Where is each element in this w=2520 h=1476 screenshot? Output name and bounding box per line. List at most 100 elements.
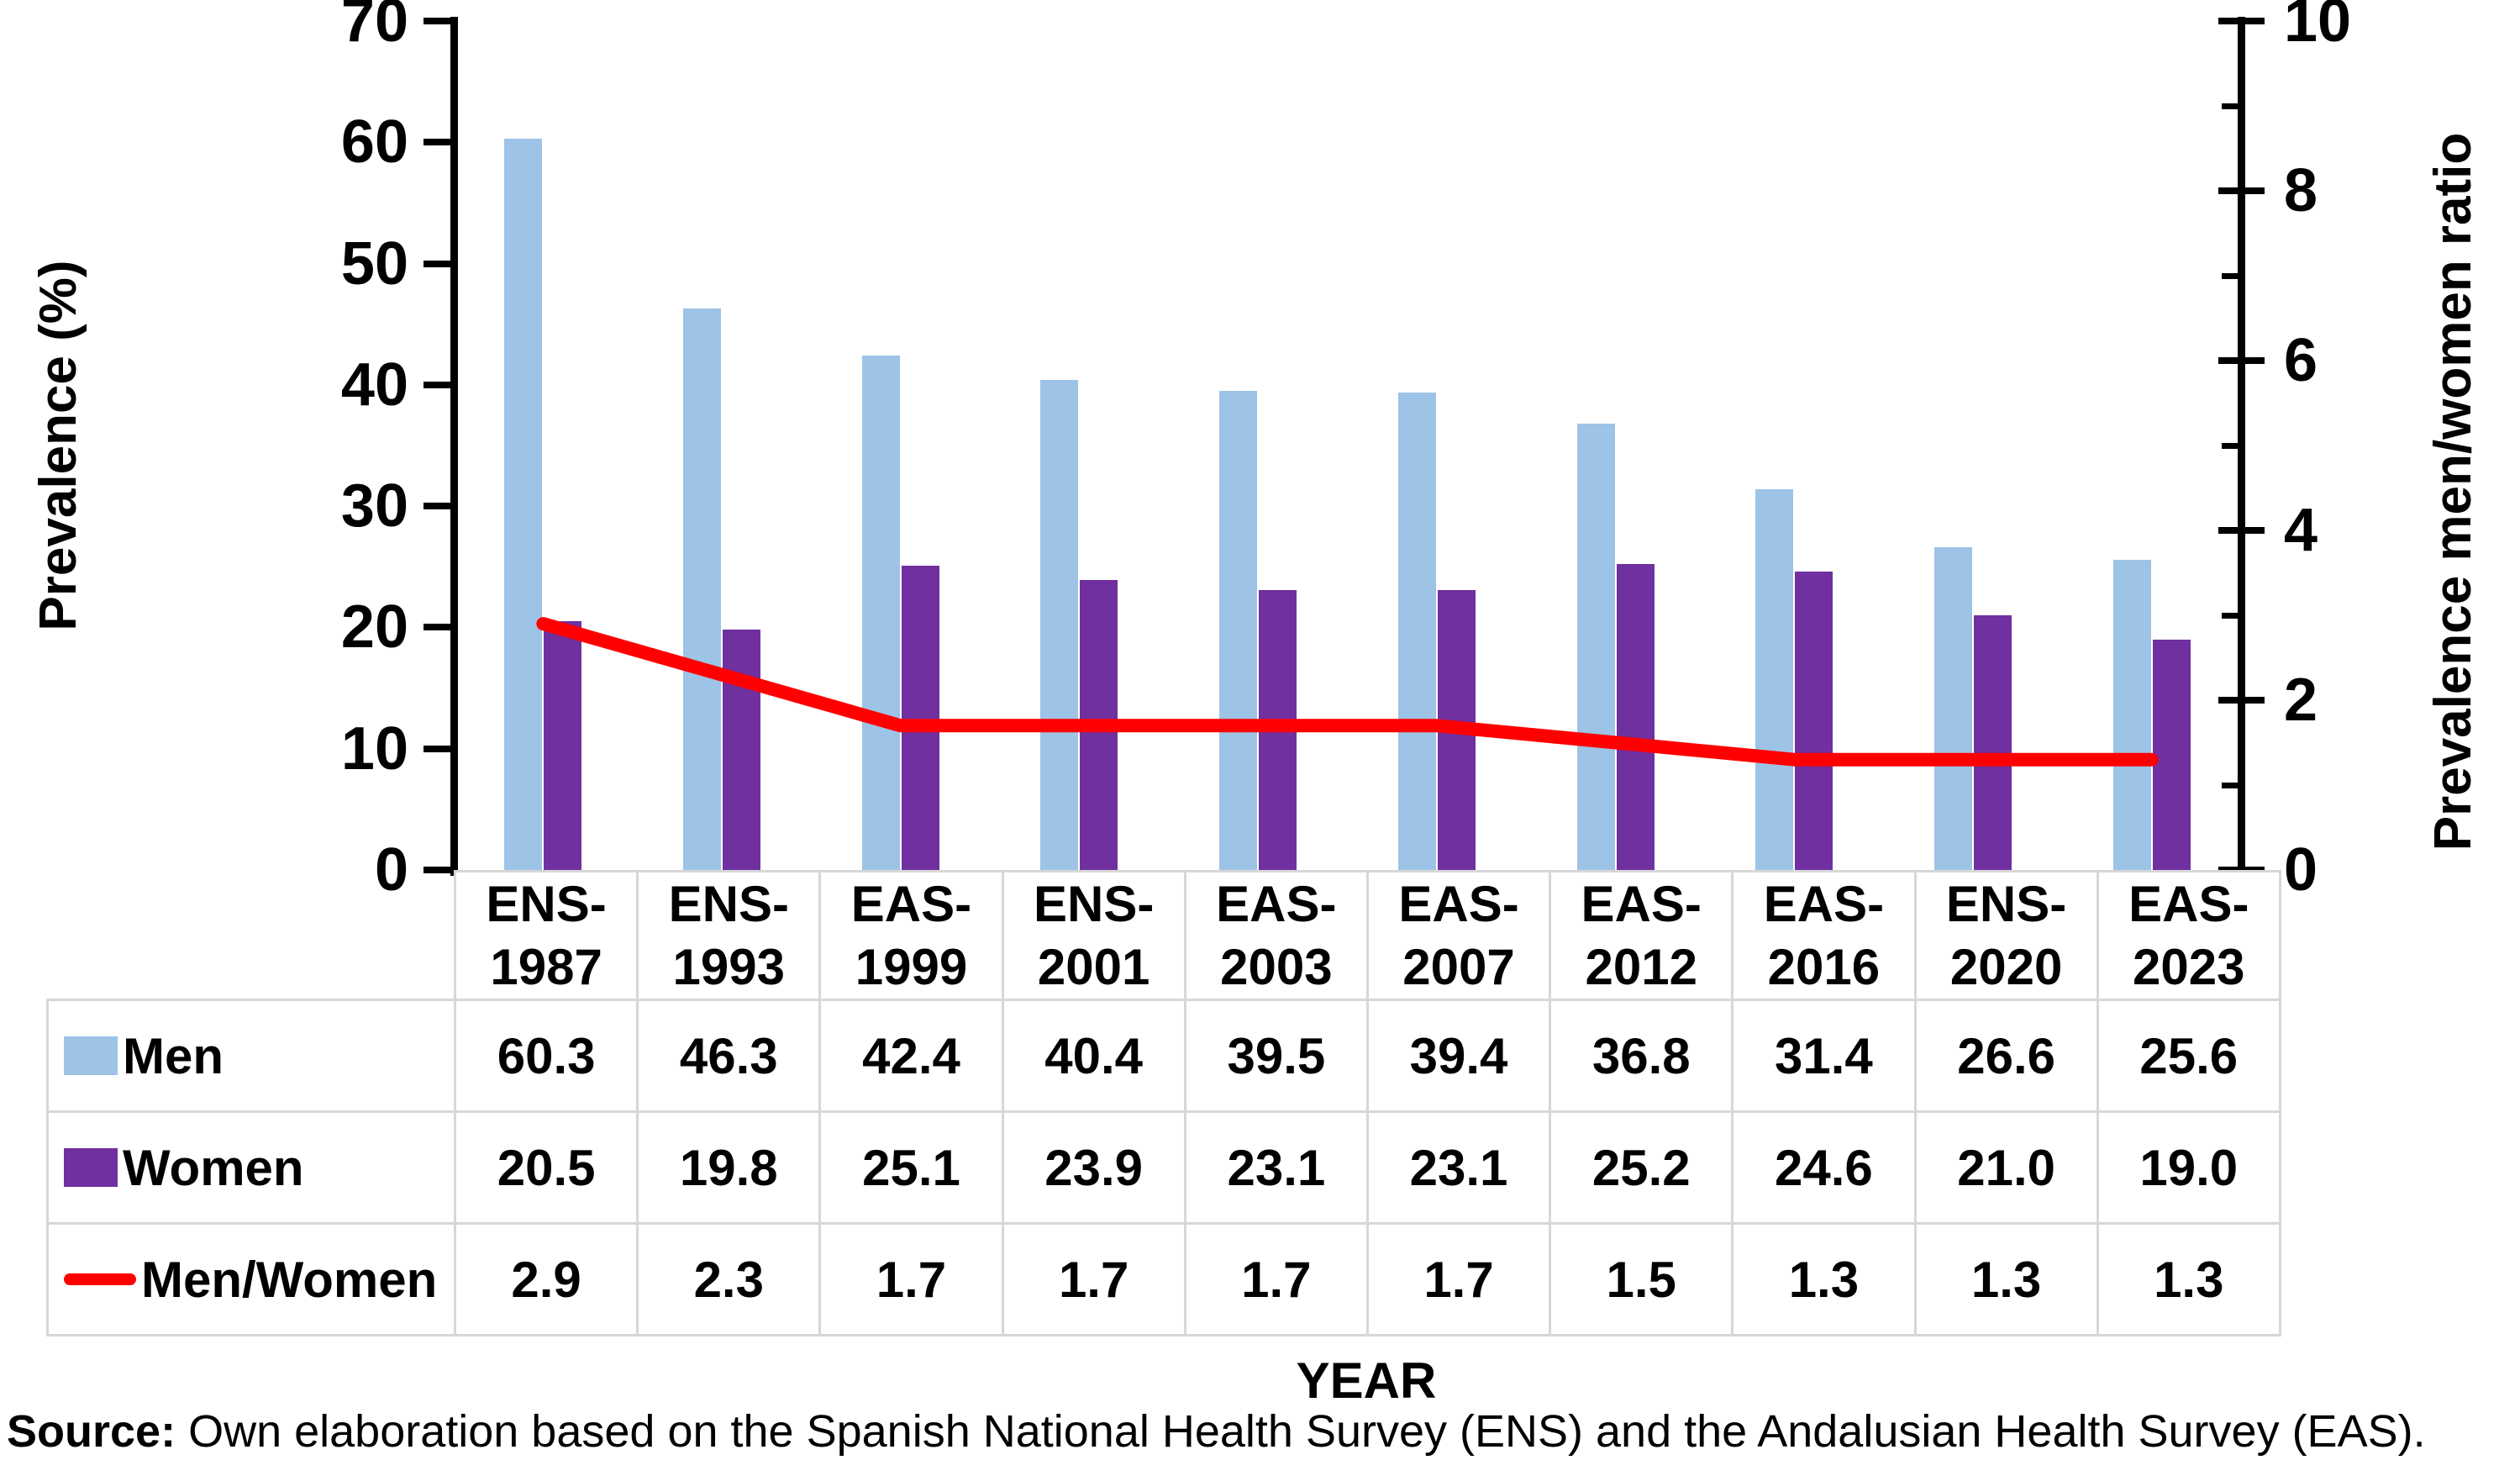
category-survey-line: ENS- bbox=[1945, 876, 2067, 932]
category-year-line: 2016 bbox=[1767, 939, 1881, 995]
men-legend-swatch-icon bbox=[64, 1036, 118, 1075]
right-axis-tick-label: 4 bbox=[2284, 497, 2318, 564]
category-survey-line: EAS- bbox=[1763, 876, 1885, 932]
left-axis-tick bbox=[424, 18, 454, 24]
category-year-line: 2003 bbox=[1220, 939, 1333, 995]
right-axis-tick bbox=[2218, 697, 2265, 704]
series-legend-cell: Women bbox=[46, 1110, 456, 1225]
left-axis-tick-label: 50 bbox=[340, 229, 408, 298]
value-cell: 31.4 bbox=[1731, 999, 1917, 1113]
value-cell: 26.6 bbox=[1913, 999, 2099, 1113]
category-year-line: 1987 bbox=[490, 939, 602, 995]
table-row-men: Men 60.3 46.3 42.4 40.4 39.5 39.4 36.8 31.4 26.6 2… bbox=[46, 999, 2281, 1113]
legend-entry: Women bbox=[64, 1139, 453, 1197]
category-year-line: 2001 bbox=[1037, 939, 1150, 995]
men-bar bbox=[1040, 380, 1079, 870]
left-axis-tick bbox=[424, 139, 454, 146]
left-axis-tick-label: 20 bbox=[340, 593, 408, 662]
legend-entry: Men bbox=[64, 1027, 453, 1085]
category-header-cell: EAS- 2023 bbox=[2096, 870, 2281, 1001]
right-axis-minor-tick bbox=[2222, 443, 2241, 449]
men-bar bbox=[1755, 488, 1794, 870]
source-note-prefix: Source: bbox=[7, 1406, 176, 1457]
left-y-axis-line bbox=[450, 17, 458, 876]
value-cell: 39.4 bbox=[1365, 999, 1552, 1113]
category-header-cell: ENS- 1993 bbox=[636, 870, 822, 1001]
men-bar bbox=[1219, 391, 1258, 870]
category-header-cell: EAS- 2003 bbox=[1183, 870, 1369, 1001]
value-cell: 23.1 bbox=[1183, 1110, 1369, 1225]
value-cell: 60.3 bbox=[453, 999, 639, 1113]
women-bar bbox=[901, 565, 939, 870]
value-cell: 1.7 bbox=[1365, 1222, 1552, 1336]
right-axis-tick-label: 6 bbox=[2284, 327, 2318, 394]
category-survey-line: EAS- bbox=[850, 876, 972, 932]
men-bar bbox=[2112, 559, 2151, 870]
right-axis-tick bbox=[2218, 357, 2265, 364]
table-header-row: ENS- 1987 ENS- 1993 EAS- 1999 ENS- 2001 EAS- 2003… bbox=[48, 870, 2281, 1001]
series-name-label: Men bbox=[123, 1027, 224, 1084]
women-bar bbox=[544, 621, 582, 870]
value-cell: 46.3 bbox=[636, 999, 822, 1113]
category-header-cell: ENS- 2001 bbox=[1001, 870, 1186, 1001]
value-cell: 19.8 bbox=[636, 1110, 822, 1225]
series-name-label: Women bbox=[123, 1139, 304, 1196]
category-year-line: 2007 bbox=[1402, 939, 1515, 995]
right-axis-tick-label: 2 bbox=[2284, 667, 2318, 734]
category-header-cell: EAS- 2012 bbox=[1549, 870, 1734, 1001]
value-cell: 21.0 bbox=[1913, 1110, 2099, 1225]
right-axis-minor-tick bbox=[2222, 613, 2241, 619]
right-axis-minor-tick bbox=[2222, 273, 2241, 279]
men-bar bbox=[1933, 547, 1972, 870]
category-survey-line: ENS- bbox=[668, 876, 789, 932]
data-table-wrap: ENS- 1987 ENS- 1993 EAS- 1999 ENS- 2001 EAS- 2003… bbox=[46, 870, 2281, 1336]
men-bar bbox=[861, 356, 900, 870]
women-bar bbox=[2152, 639, 2191, 870]
value-cell: 1.7 bbox=[1183, 1222, 1369, 1336]
left-axis-tick bbox=[424, 260, 454, 267]
category-year-line: 2020 bbox=[1949, 939, 2063, 995]
value-cell: 36.8 bbox=[1549, 999, 1734, 1113]
value-cell: 25.6 bbox=[2096, 999, 2281, 1113]
value-cell: 39.5 bbox=[1183, 999, 1369, 1113]
left-axis-tick bbox=[424, 503, 454, 510]
source-note-text: Own elaboration based on the Spanish Nat… bbox=[176, 1406, 2426, 1457]
value-cell: 2.3 bbox=[636, 1222, 822, 1336]
value-cell: 24.6 bbox=[1731, 1110, 1917, 1225]
value-cell: 1.3 bbox=[1913, 1222, 2099, 1336]
women-bar bbox=[1616, 564, 1655, 870]
table-row-men-women: Men/Women 2.9 2.3 1.7 1.7 1.7 1.7 1.5 1.3 1.3 1.3 bbox=[46, 1222, 2281, 1336]
category-year-line: 2012 bbox=[1585, 939, 1697, 995]
value-cell: 19.0 bbox=[2096, 1110, 2281, 1225]
men-bar bbox=[1397, 392, 1436, 870]
value-cell: 25.2 bbox=[1549, 1110, 1734, 1225]
category-year-line: 1999 bbox=[855, 939, 968, 995]
value-cell: 40.4 bbox=[1001, 999, 1186, 1113]
value-cell: 1.3 bbox=[1731, 1222, 1917, 1336]
left-axis-tick-label: 0 bbox=[374, 836, 408, 904]
left-axis-tick-label: 30 bbox=[340, 472, 408, 540]
series-legend-cell: Men/Women bbox=[46, 1222, 456, 1336]
value-cell: 20.5 bbox=[453, 1110, 639, 1225]
left-axis-tick bbox=[424, 381, 454, 388]
category-survey-line: EAS- bbox=[2128, 876, 2249, 932]
men-bar bbox=[1576, 424, 1615, 870]
women-legend-swatch-icon bbox=[64, 1148, 118, 1187]
category-header-cell: EAS- 2007 bbox=[1365, 870, 1552, 1001]
right-axis-tick bbox=[2218, 18, 2265, 24]
left-axis-tick bbox=[424, 624, 454, 631]
category-survey-line: EAS- bbox=[1216, 876, 1337, 932]
women-bar bbox=[1973, 615, 2012, 870]
value-cell: 1.7 bbox=[818, 1222, 1004, 1336]
table-row-women: Women 20.5 19.8 25.1 23.9 23.1 23.1 25.2 24.6 21.… bbox=[46, 1110, 2281, 1225]
category-year-line: 2023 bbox=[2133, 939, 2245, 995]
value-cell: 23.1 bbox=[1365, 1110, 1552, 1225]
left-axis-tick bbox=[424, 745, 454, 752]
source-note: Source: Own elaboration based on the Spa… bbox=[7, 1405, 2520, 1458]
category-survey-line: EAS- bbox=[1581, 876, 1702, 932]
value-cell: 1.5 bbox=[1549, 1222, 1734, 1336]
value-cell: 23.9 bbox=[1001, 1110, 1186, 1225]
right-y-axis-line bbox=[2238, 17, 2245, 876]
